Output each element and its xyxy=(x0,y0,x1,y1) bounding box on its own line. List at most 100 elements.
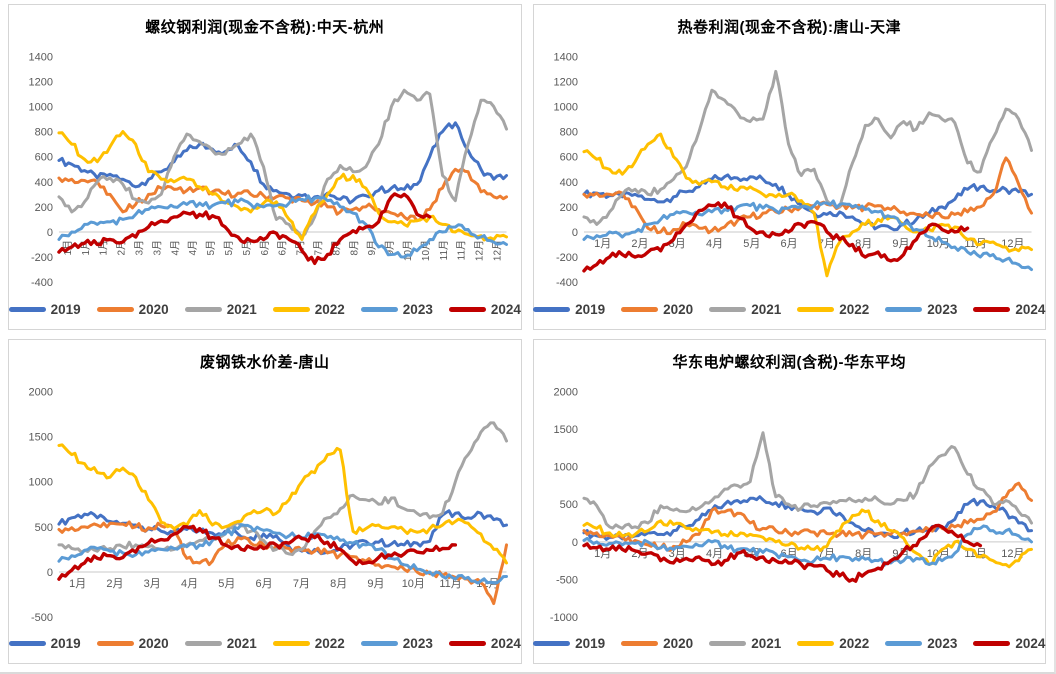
legend-swatch-2019 xyxy=(533,306,571,312)
chart-legend: 2019 2020 2021 2022 2023 2024 xyxy=(8,298,521,325)
legend-label-2023: 2023 xyxy=(927,301,958,317)
legend-swatch-2020 xyxy=(621,306,659,312)
series-line-2019 xyxy=(581,173,1033,232)
svg-text:1月: 1月 xyxy=(69,577,86,589)
svg-text:12月: 12月 xyxy=(474,240,486,261)
svg-text:8月: 8月 xyxy=(348,240,360,256)
legend-label-2024: 2024 xyxy=(490,636,521,651)
legend-label-2020: 2020 xyxy=(663,301,694,317)
series-line-2023 xyxy=(581,523,1033,567)
legend-item-2024: 2024 xyxy=(448,302,521,317)
svg-text:1000: 1000 xyxy=(553,461,577,473)
legend-swatch-2023 xyxy=(885,641,923,646)
legend-label-2024: 2024 xyxy=(1015,636,1046,651)
svg-text:4月: 4月 xyxy=(187,240,199,256)
y-axis-tick-labels: 1400 1200 1000 800 600 400 200 0 -200 -400 xyxy=(553,51,577,289)
svg-text:7月: 7月 xyxy=(312,240,324,256)
legend-label-2020: 2020 xyxy=(663,636,694,651)
svg-text:6月: 6月 xyxy=(780,238,797,250)
svg-text:5月: 5月 xyxy=(223,240,235,256)
svg-text:1400: 1400 xyxy=(29,51,53,63)
svg-text:6月: 6月 xyxy=(277,240,289,256)
legend-item-2019: 2019 xyxy=(533,302,605,317)
svg-text:-400: -400 xyxy=(555,277,577,289)
svg-text:0: 0 xyxy=(571,227,577,239)
legend-swatch-2021 xyxy=(709,641,747,646)
series-line-2020 xyxy=(57,167,509,223)
chart-title: 热卷利润(现金不含税):唐山-天津 xyxy=(677,19,901,36)
chart-title: 废钢铁水价差-唐山 xyxy=(200,353,330,371)
chart-panel-hrc-tangshan-tianjin: 热卷利润(现金不含税):唐山-天津 1400 1200 1000 800 600 400 2… xyxy=(532,4,1046,330)
svg-text:0: 0 xyxy=(571,536,577,548)
svg-text:12月: 12月 xyxy=(492,240,504,261)
svg-text:1500: 1500 xyxy=(553,424,577,436)
legend-swatch-2022 xyxy=(797,306,835,312)
legend-label-2022: 2022 xyxy=(839,636,870,651)
legend-item-2021: 2021 xyxy=(184,636,257,651)
svg-text:1月: 1月 xyxy=(594,547,611,559)
svg-text:3月: 3月 xyxy=(144,577,161,589)
chart-panel-scrap-hotmetal-spread: 废钢铁水价差-唐山 2000 1500 1000 500 0 -500 1月 2月 3月 4月 5月… xyxy=(8,338,522,664)
svg-text:500: 500 xyxy=(35,521,53,533)
x-axis-month-labels: 1月 2月 3月 4月 5月 6月 7月 8月 9月 10月 11月 12月 xyxy=(69,577,499,589)
legend-swatch-2023 xyxy=(360,306,398,312)
series-line-2022 xyxy=(57,442,509,564)
legend-item-2023: 2023 xyxy=(885,636,957,651)
svg-text:4月: 4月 xyxy=(169,240,181,256)
svg-text:3月: 3月 xyxy=(151,240,163,256)
legend-label-2021: 2021 xyxy=(226,636,257,651)
legend-item-2020: 2020 xyxy=(621,302,693,317)
svg-text:12月: 12月 xyxy=(1001,547,1024,559)
series-line-2019 xyxy=(57,121,509,205)
chart-legend: 2019 2020 2021 2022 2023 2024 xyxy=(533,632,1045,659)
legend-item-2023: 2023 xyxy=(885,302,957,317)
chart-legend: 2019 2020 2021 2022 2023 2024 xyxy=(8,632,521,659)
legend-label-2024: 2024 xyxy=(1015,301,1046,317)
svg-text:400: 400 xyxy=(35,177,53,189)
legend-item-2022: 2022 xyxy=(797,636,869,651)
legend-swatch-2022 xyxy=(272,641,310,646)
legend-swatch-2020 xyxy=(96,306,134,312)
svg-text:11月: 11月 xyxy=(438,240,450,260)
svg-text:600: 600 xyxy=(35,152,53,164)
x-axis-month-labels: 1月 1月 1月 2月 3月 3月 4月 4月 5月 5月 5月 6月 6月 7月 7月 8月 8月 9月 9月 10… xyxy=(62,240,504,261)
legend-label-2022: 2022 xyxy=(314,636,345,651)
legend-item-2022: 2022 xyxy=(272,301,345,317)
legend-swatch-2024 xyxy=(448,641,486,646)
legend-swatch-2021 xyxy=(184,306,222,312)
legend-label-2019: 2019 xyxy=(575,636,606,651)
svg-text:1月: 1月 xyxy=(594,238,611,250)
svg-text:6月: 6月 xyxy=(256,577,273,589)
svg-text:400: 400 xyxy=(559,177,577,189)
svg-text:0: 0 xyxy=(47,227,53,239)
chart-title: 螺纹钢利润(现金不含税):中天-杭州 xyxy=(145,19,385,36)
svg-text:4月: 4月 xyxy=(705,238,722,250)
svg-text:200: 200 xyxy=(35,202,53,214)
chart-legend: 2019 2020 2021 2022 2023 2024 xyxy=(533,298,1045,325)
svg-text:1000: 1000 xyxy=(29,102,53,114)
svg-text:10月: 10月 xyxy=(402,577,425,589)
legend-label-2023: 2023 xyxy=(927,636,958,651)
legend-swatch-2020 xyxy=(621,641,659,646)
series-line-2019 xyxy=(581,494,1033,541)
legend-item-2021: 2021 xyxy=(184,302,257,317)
svg-text:-1000: -1000 xyxy=(549,612,577,624)
svg-text:5月: 5月 xyxy=(205,240,217,256)
legend-label-2020: 2020 xyxy=(138,636,169,651)
legend-item-2024: 2024 xyxy=(973,636,1045,651)
legend-label-2022: 2022 xyxy=(314,301,345,317)
svg-text:0: 0 xyxy=(47,566,53,578)
series-line-2024 xyxy=(57,192,432,266)
svg-text:2月: 2月 xyxy=(631,238,648,250)
series-line-2024 xyxy=(581,201,969,273)
legend-item-2023: 2023 xyxy=(360,636,433,651)
legend-label-2019: 2019 xyxy=(50,301,81,317)
svg-text:2月: 2月 xyxy=(106,577,123,589)
legend-swatch-2019 xyxy=(533,641,571,646)
svg-text:9月: 9月 xyxy=(367,577,384,589)
legend-swatch-2023 xyxy=(360,641,398,646)
svg-text:1400: 1400 xyxy=(553,51,577,63)
series-line-2021 xyxy=(57,420,509,556)
